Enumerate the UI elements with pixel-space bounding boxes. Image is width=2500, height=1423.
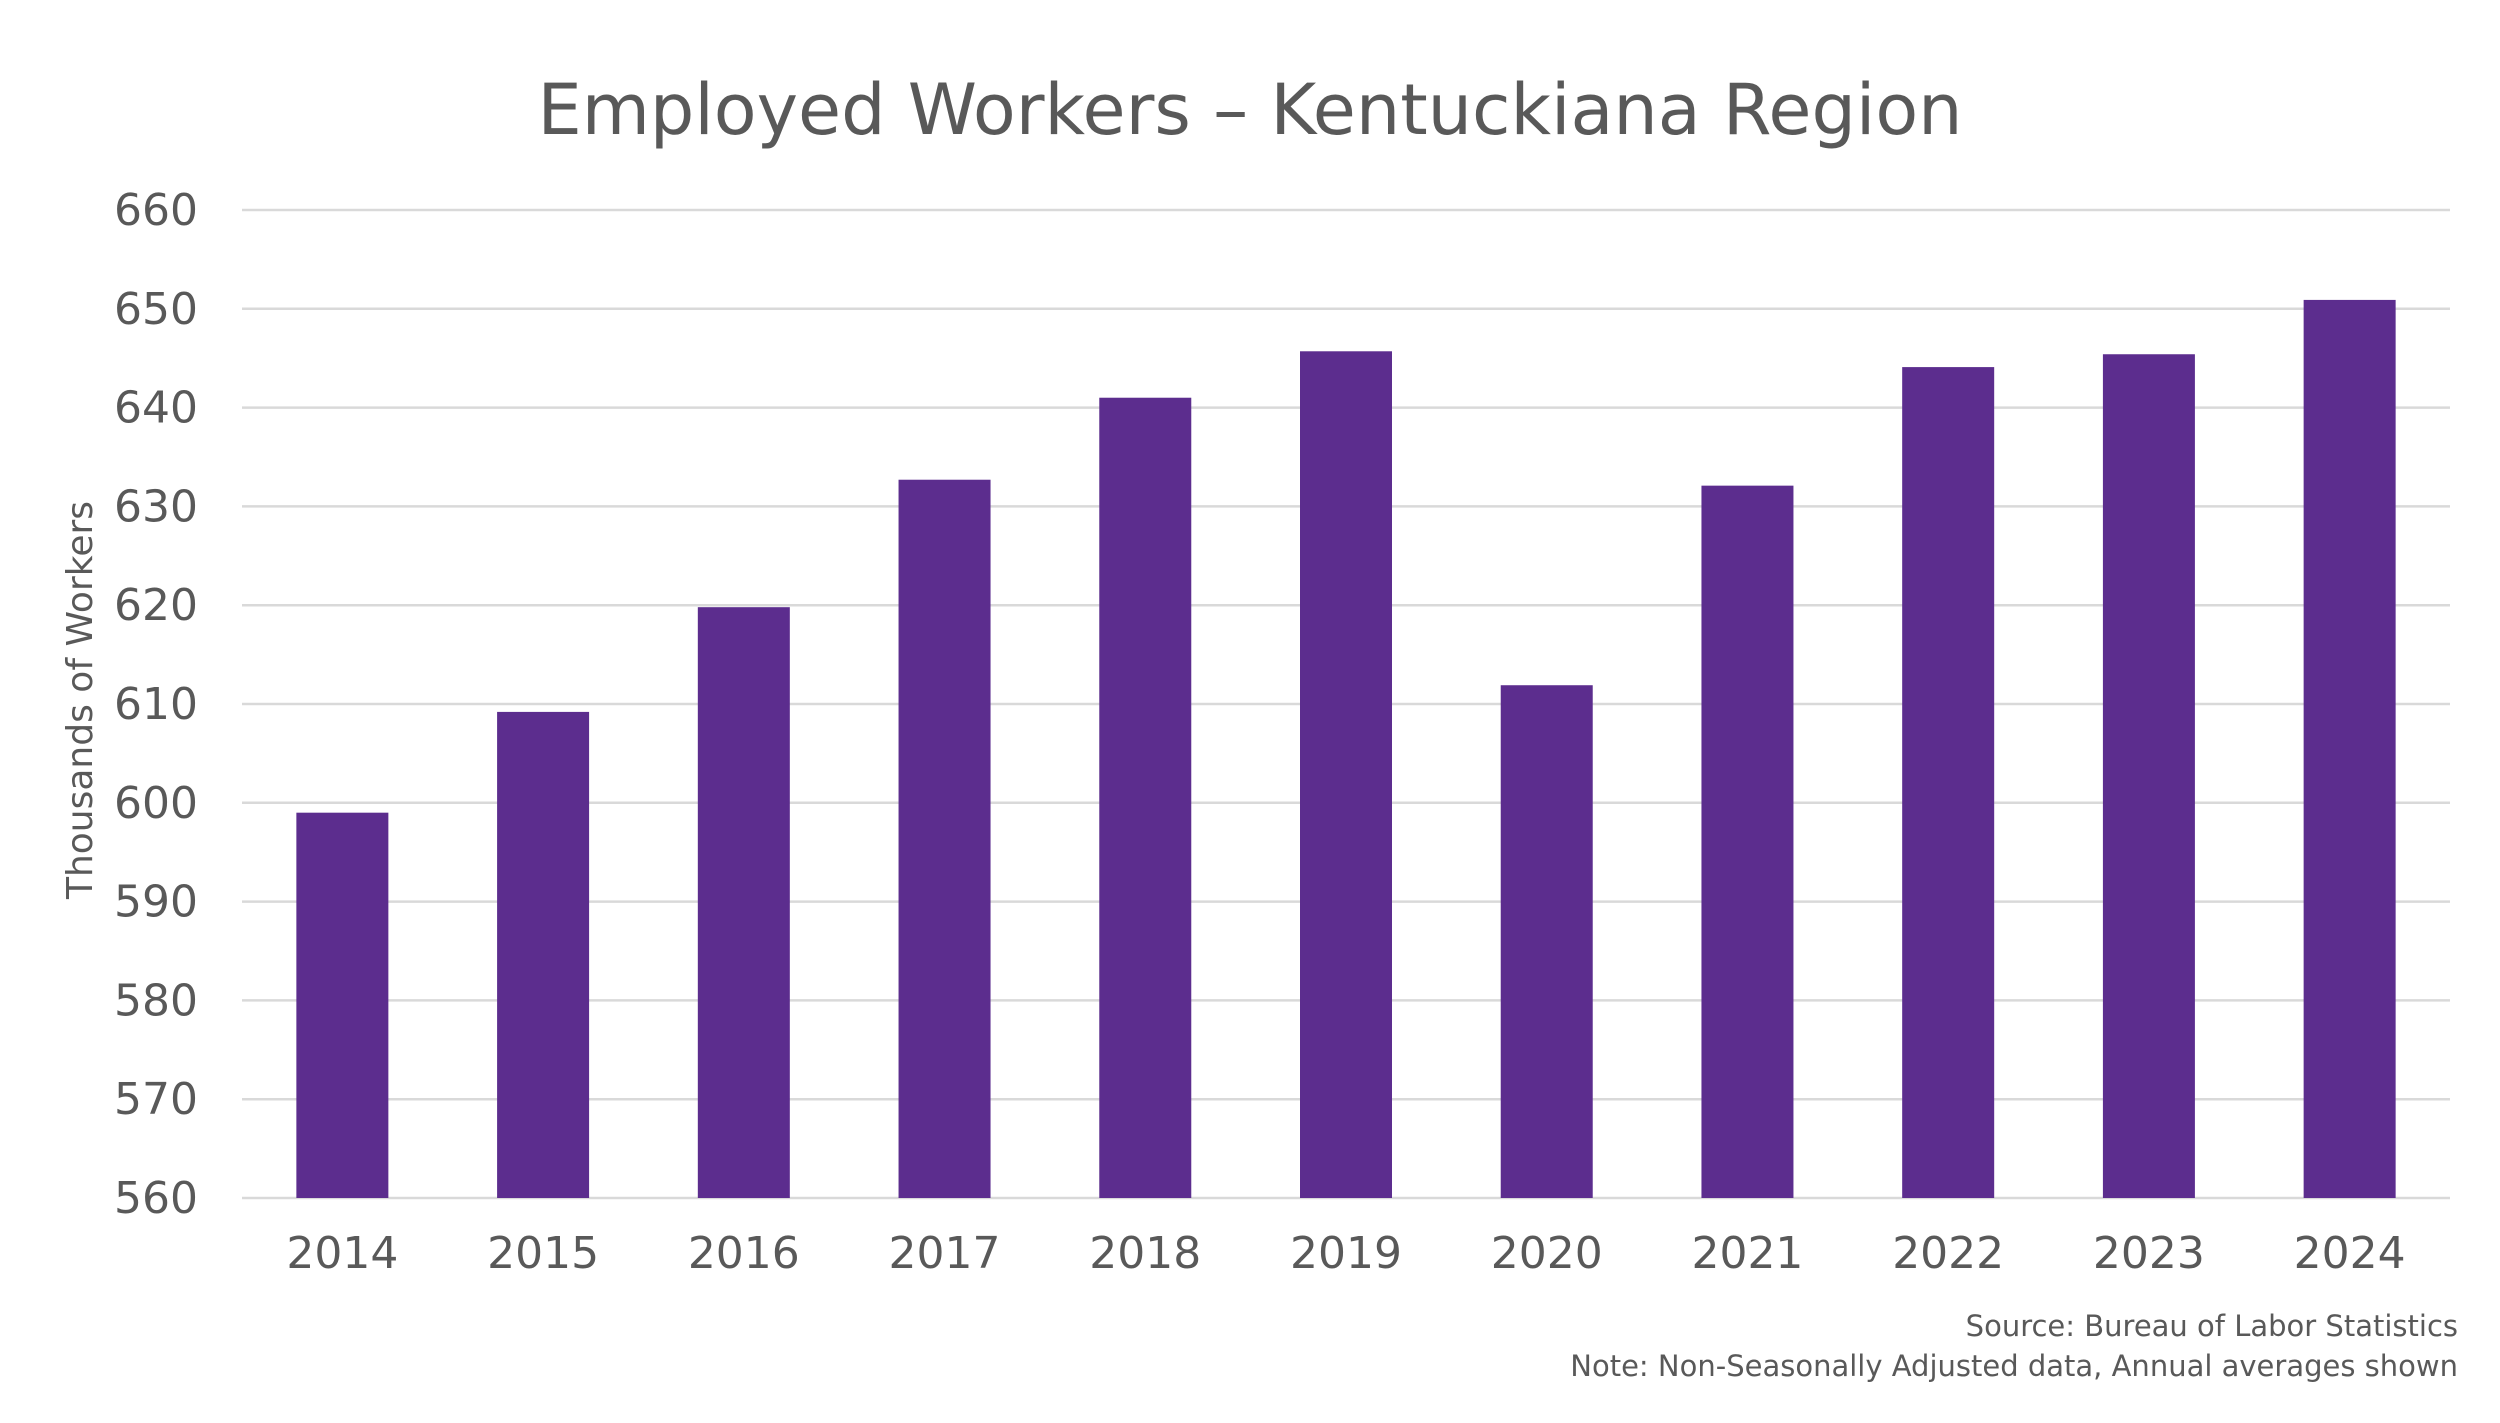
bars xyxy=(296,299,2396,1199)
y-tick-label: 660 xyxy=(114,185,198,236)
x-tick-label: 2018 xyxy=(1089,1228,1201,1279)
source-note: Source: Bureau of Labor Statistics xyxy=(1966,1309,2458,1343)
bar-2016 xyxy=(697,607,790,1198)
y-tick-label: 650 xyxy=(114,284,198,335)
y-tick-label: 560 xyxy=(114,1173,198,1224)
y-tick-label: 570 xyxy=(114,1074,198,1125)
bar-2018 xyxy=(1099,397,1192,1199)
x-tick-label: 2017 xyxy=(889,1228,1001,1279)
bar-2024 xyxy=(2303,299,2396,1199)
x-tick-label: 2014 xyxy=(286,1228,398,1279)
bar-2014 xyxy=(296,812,389,1198)
y-tick-label: 590 xyxy=(114,877,198,928)
x-tick-label: 2023 xyxy=(2093,1228,2205,1279)
x-tick-label: 2024 xyxy=(2294,1228,2406,1279)
x-tick-label: 2022 xyxy=(1892,1228,2004,1279)
bar-2022 xyxy=(1902,367,1995,1198)
data-note: Note: Non-Seasonally Adjusted data, Annu… xyxy=(1570,1349,2458,1383)
x-tick-label: 2016 xyxy=(688,1228,800,1279)
bar-2021 xyxy=(1701,485,1794,1199)
chart-title: Employed Workers – Kentuckiana Region xyxy=(537,69,1962,151)
y-tick-label: 620 xyxy=(114,580,198,631)
y-axis-title: Thousands of Workers xyxy=(60,501,101,900)
x-tick-label: 2021 xyxy=(1691,1228,1803,1279)
x-axis-ticks: 2014 2015 2016 2017 2018 2019 2020 2021 2022 2023… xyxy=(286,1228,2405,1279)
y-tick-label: 600 xyxy=(114,778,198,829)
bar-2017 xyxy=(898,479,991,1198)
bar-2023 xyxy=(2102,354,2195,1198)
x-tick-label: 2015 xyxy=(487,1228,599,1279)
y-axis-ticks: 560 570 580 590 600 610 620 630 640 650 660 xyxy=(114,185,198,1224)
x-tick-label: 2019 xyxy=(1290,1228,1402,1279)
y-tick-label: 580 xyxy=(114,975,198,1026)
bar-2019 xyxy=(1300,351,1392,1198)
y-tick-label: 610 xyxy=(114,679,198,730)
bar-2020 xyxy=(1500,685,1593,1198)
bar-2015 xyxy=(497,711,590,1198)
y-tick-label: 640 xyxy=(114,383,198,434)
x-tick-label: 2020 xyxy=(1491,1228,1603,1279)
y-tick-label: 630 xyxy=(114,481,198,532)
